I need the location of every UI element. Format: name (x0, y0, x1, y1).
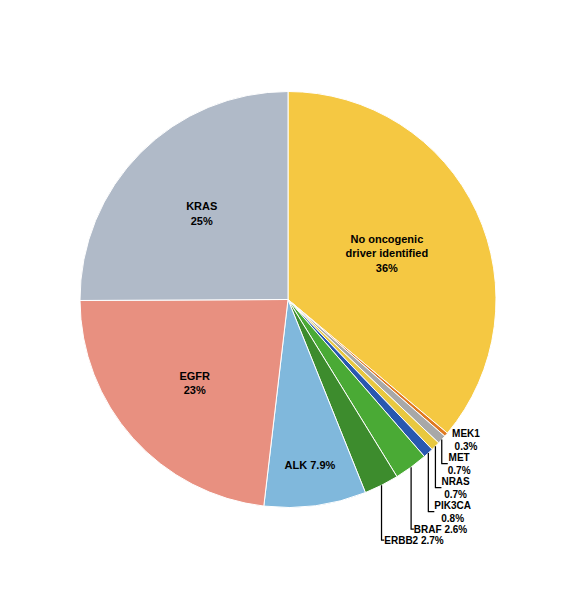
svg-text:No oncogenicdriver identified3: No oncogenicdriver identified36% (346, 233, 429, 274)
svg-text:PIK3CA0.8%: PIK3CA0.8% (434, 500, 471, 524)
svg-text:MEK10.3%: MEK10.3% (452, 428, 480, 452)
svg-text:ALK 7.9%: ALK 7.9% (285, 459, 336, 471)
svg-text:NRAS0.7%: NRAS0.7% (441, 476, 470, 500)
svg-text:KRAS25%: KRAS25% (186, 200, 217, 226)
svg-text:BRAF 2.6%: BRAF 2.6% (414, 524, 467, 535)
svg-text:EGFR23%: EGFR23% (179, 370, 210, 396)
svg-text:MET0.7%: MET0.7% (448, 452, 471, 476)
svg-text:ERBB2 2.7%: ERBB2 2.7% (384, 535, 444, 546)
